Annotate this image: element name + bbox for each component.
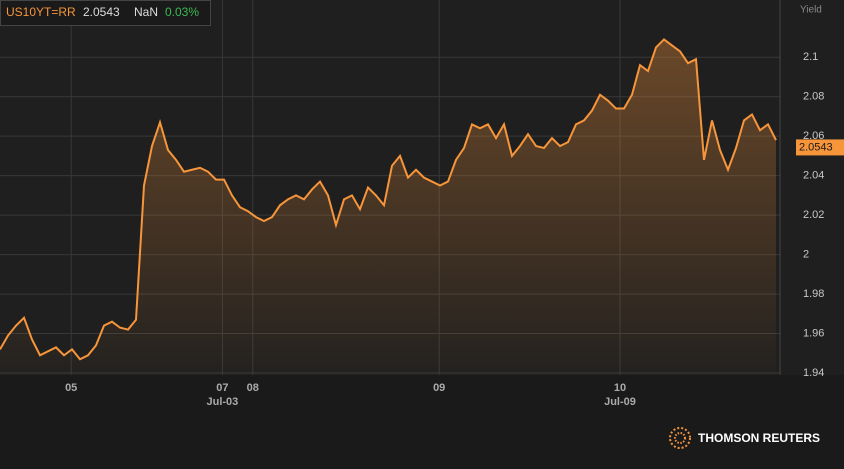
- x-tick-label: 09: [433, 382, 445, 394]
- last-value-box: [796, 139, 844, 156]
- change: NaN: [134, 5, 158, 19]
- x-subtick-label: Jul-03: [207, 396, 239, 408]
- x-tick-label: 08: [247, 382, 259, 394]
- y-tick-label: 2.02: [803, 209, 824, 221]
- y-tick-label: 2: [803, 249, 809, 261]
- y-axis-label: Yield: [800, 5, 822, 16]
- brand: THOMSON REUTERS: [698, 431, 820, 445]
- y-tick-label: 2.06: [803, 130, 824, 142]
- x-axis-band: [0, 375, 844, 469]
- line: [0, 38, 777, 361]
- y-tick-label: 1.94: [803, 367, 824, 379]
- change-pct: 0.03%: [165, 5, 199, 19]
- y-tick-label: 2.1: [803, 51, 818, 63]
- x-tick-label: 07: [216, 382, 228, 394]
- brand-logo: [669, 427, 691, 449]
- x-subtick-label: Jul-09: [604, 396, 636, 408]
- last-value-label: 2.0543: [799, 141, 833, 153]
- last-price: 2.0543: [83, 5, 120, 19]
- header-box: [0, 0, 211, 26]
- ric: US10YT=RR: [6, 5, 76, 19]
- y-tick-label: 1.98: [803, 288, 824, 300]
- y-tick-label: 2.04: [803, 170, 824, 182]
- x-tick-label: 05: [65, 382, 77, 394]
- x-tick-label: 10: [614, 382, 626, 394]
- y-tick-label: 2.08: [803, 91, 824, 103]
- y-tick-label: 1.96: [803, 327, 824, 339]
- area-fill: [0, 39, 776, 375]
